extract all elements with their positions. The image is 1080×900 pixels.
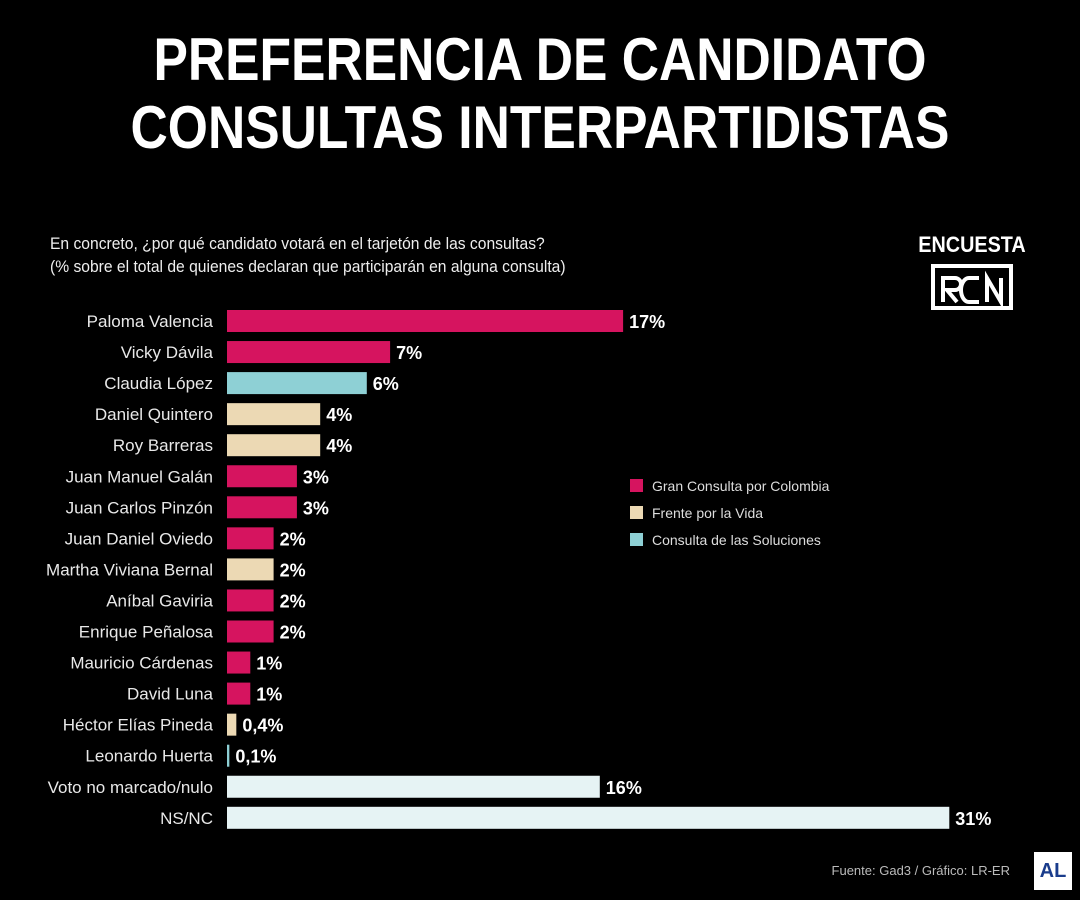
bar-anibal-gaviria	[227, 589, 274, 612]
bar-claudia-lopez	[227, 372, 367, 395]
value-label-mauricio-cardenas: 1%	[256, 654, 282, 674]
category-label-enrique-penalosa: Enrique Peñalosa	[79, 623, 214, 642]
category-label-juan-manuel-galan: Juan Manuel Galán	[66, 467, 213, 486]
value-label-ns-nc: 31%	[955, 809, 991, 829]
bar-roy-barreras	[227, 434, 321, 457]
value-label-claudia-lopez: 6%	[373, 374, 399, 394]
category-label-hector-elias-pineda: Héctor Elías Pineda	[63, 716, 214, 735]
value-label-leonardo-huerta: 0,1%	[235, 747, 276, 767]
bar-martha-viviana-bernal	[227, 558, 274, 581]
category-label-ns-nc: NS/NC	[160, 809, 213, 828]
category-label-anibal-gaviria: Aníbal Gaviria	[106, 591, 213, 610]
legend-swatch-frente-vida	[630, 506, 643, 519]
category-label-leonardo-huerta: Leonardo Huerta	[85, 747, 213, 766]
value-label-enrique-penalosa: 2%	[280, 623, 306, 643]
legend-swatch-gran-consulta	[630, 479, 643, 492]
category-label-paloma-valencia: Paloma Valencia	[87, 312, 214, 331]
source-note: Fuente: Gad3 / Gráfico: LR-ER	[831, 863, 1010, 878]
bar-mauricio-cardenas	[227, 651, 251, 674]
bar-david-luna	[227, 682, 251, 705]
value-label-roy-barreras: 4%	[326, 436, 352, 456]
value-label-hector-elias-pineda: 0,4%	[242, 716, 283, 736]
encuesta-label: ENCUESTA	[918, 232, 1026, 257]
category-label-vicky-davila: Vicky Dávila	[121, 343, 214, 362]
value-label-daniel-quintero: 4%	[326, 405, 352, 425]
category-label-juan-daniel-oviedo: Juan Daniel Oviedo	[65, 529, 213, 548]
bar-juan-carlos-pinzon	[227, 496, 297, 519]
value-label-juan-manuel-galan: 3%	[303, 467, 329, 487]
value-label-juan-carlos-pinzon: 3%	[303, 498, 329, 518]
chart-title-line-2: CONSULTAS INTERPARTIDISTAS	[130, 94, 950, 161]
chart-legend: Gran Consulta por Colombia Frente por la…	[630, 472, 829, 553]
al-logo: AL	[1034, 852, 1072, 890]
legend-label-gran-consulta: Gran Consulta por Colombia	[652, 477, 830, 494]
value-label-martha-viviana-bernal: 2%	[280, 560, 306, 580]
bar-vicky-davila	[227, 341, 391, 364]
chart-subtitle-line-2: (% sobre el total de quienes declaran qu…	[50, 257, 566, 276]
value-label-voto-no-marcado-nulo: 16%	[606, 778, 642, 798]
legend-label-soluciones: Consulta de las Soluciones	[652, 531, 821, 548]
category-label-mauricio-cardenas: Mauricio Cárdenas	[70, 654, 213, 673]
chart-title-line-1: PREFERENCIA DE CANDIDATO	[153, 26, 927, 93]
value-label-paloma-valencia: 17%	[629, 312, 665, 332]
category-label-juan-carlos-pinzon: Juan Carlos Pinzón	[66, 498, 213, 517]
category-label-roy-barreras: Roy Barreras	[113, 436, 213, 455]
value-label-anibal-gaviria: 2%	[280, 591, 306, 611]
chart-subtitle-line-1: En concreto, ¿por qué candidato votará e…	[50, 234, 545, 253]
bar-enrique-penalosa	[227, 620, 274, 643]
bar-leonardo-huerta	[227, 744, 230, 767]
bar-paloma-valencia	[227, 310, 624, 332]
category-label-martha-viviana-bernal: Martha Viviana Bernal	[46, 560, 213, 579]
chart-subtitle: En concreto, ¿por qué candidato votará e…	[50, 232, 566, 278]
bar-hector-elias-pineda	[227, 713, 237, 736]
bar-ns-nc	[227, 806, 950, 829]
category-label-david-luna: David Luna	[127, 685, 214, 704]
category-label-daniel-quintero: Daniel Quintero	[95, 405, 213, 424]
legend-item-gran-consulta: Gran Consulta por Colombia	[630, 472, 829, 499]
chart-title: PREFERENCIA DE CANDIDATO CONSULTAS INTER…	[76, 26, 1005, 162]
bar-voto-no-marcado-nulo	[227, 775, 600, 798]
bar-juan-manuel-galan	[227, 465, 297, 488]
category-label-claudia-lopez: Claudia López	[104, 374, 213, 393]
bar-juan-daniel-oviedo	[227, 527, 274, 550]
legend-label-frente-vida: Frente por la Vida	[652, 504, 764, 521]
legend-swatch-soluciones	[630, 533, 643, 546]
value-label-juan-daniel-oviedo: 2%	[280, 529, 306, 549]
encuesta-rcn-logo: ENCUESTA	[912, 232, 1032, 310]
value-label-vicky-davila: 7%	[396, 343, 422, 363]
legend-item-frente-vida: Frente por la Vida	[630, 499, 829, 526]
legend-item-soluciones: Consulta de las Soluciones	[630, 526, 829, 553]
value-label-david-luna: 1%	[256, 685, 282, 705]
bar-daniel-quintero	[227, 403, 321, 426]
rcn-logo-icon	[931, 264, 1013, 310]
category-label-voto-no-marcado-nulo: Voto no marcado/nulo	[48, 778, 213, 797]
